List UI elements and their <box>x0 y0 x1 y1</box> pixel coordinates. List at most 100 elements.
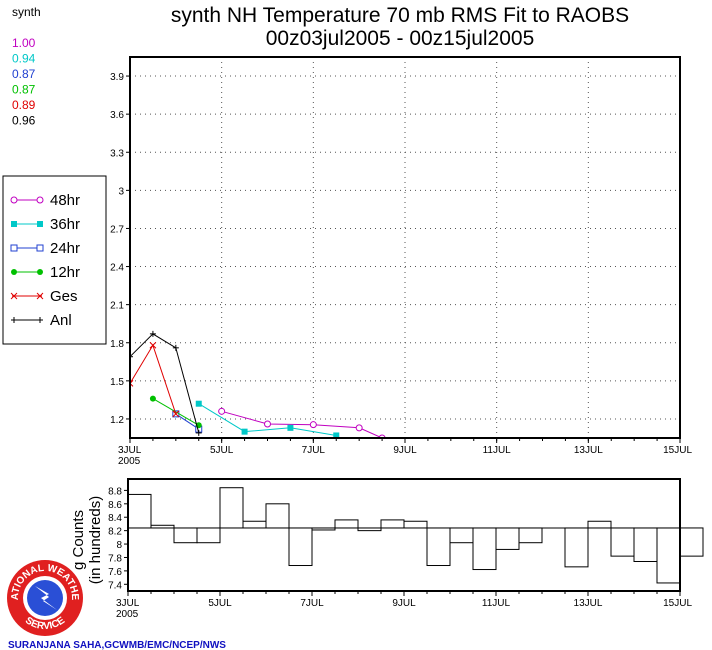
data-point <box>149 341 157 349</box>
x-tick-label: 9JUL <box>392 598 416 609</box>
count-bar <box>518 527 543 544</box>
y-tick-label: 1.8 <box>110 339 124 350</box>
count-bar <box>449 527 474 544</box>
chart-title: synth NH Temperature 70 mb RMS Fit to RA… <box>171 4 629 27</box>
series-line-Ges <box>130 344 177 415</box>
x-tick-sublabel: 2005 <box>116 609 139 620</box>
series-line-36hr <box>198 403 337 436</box>
legend: 48hr 36hr 24hr 12hr Ges Anl <box>2 175 107 345</box>
data-point <box>10 196 18 204</box>
y-tick-label: 8.8 <box>108 486 122 497</box>
count-bar <box>242 520 267 529</box>
legend-label: 48hr <box>50 192 80 209</box>
stat-value: 1.00 <box>12 36 36 50</box>
stat-value: 0.87 <box>12 67 36 81</box>
count-bar <box>127 493 152 529</box>
x-tick-label: 5JUL <box>208 598 232 609</box>
data-point <box>11 269 17 275</box>
y-tick-label: 1.2 <box>110 415 124 426</box>
y-tick-label: 3.6 <box>110 110 124 121</box>
legend-item-Anl: Anl <box>11 312 72 329</box>
logo-text-bottom: SERVICE <box>23 615 67 632</box>
x-tick-label: 7JUL <box>302 445 326 456</box>
plot-frame <box>129 56 681 439</box>
legend-label: 36hr <box>50 216 80 233</box>
y-tick-label: 8 <box>116 540 122 551</box>
x-tick-label: 11JUL <box>483 445 512 456</box>
data-point <box>333 432 340 438</box>
count-bar <box>656 527 681 584</box>
data-point <box>195 429 202 436</box>
lightning-icon <box>35 586 57 610</box>
x-tick-label: 15JUL <box>663 598 692 609</box>
legend-item-Ges: Ges <box>10 288 78 305</box>
legend-label: Anl <box>50 312 72 329</box>
stat-value: 0.94 <box>12 52 36 66</box>
data-point <box>11 221 17 227</box>
y-tick-label: 8.2 <box>108 527 122 538</box>
stat-value: 0.87 <box>12 83 36 97</box>
count-bar <box>426 527 451 567</box>
y-tick-label: 8.6 <box>108 500 122 511</box>
count-bar <box>380 519 405 529</box>
count-bar <box>219 487 244 529</box>
series-line-Anl <box>130 333 200 434</box>
x-tick-label: 5JUL <box>210 445 234 456</box>
data-point <box>130 353 133 360</box>
y-tick-label: 8.4 <box>108 513 122 524</box>
credit-text: SURANJANA SAHA,GCWMB/EMC/NCEP/NWS <box>8 640 226 650</box>
series-group <box>130 330 386 438</box>
x-tick-label: 13JUL <box>574 445 603 456</box>
count-bar <box>265 503 290 529</box>
count-bar <box>403 520 428 529</box>
x-tick-label: 7JUL <box>300 598 324 609</box>
data-point <box>10 292 18 300</box>
data-point <box>264 420 271 428</box>
count-bar <box>679 527 704 557</box>
count-bar <box>334 519 359 529</box>
legend-item-12hr: 12hr <box>11 264 80 281</box>
legend-label: 12hr <box>50 264 80 281</box>
count-bar <box>173 527 198 544</box>
count-bar <box>196 527 221 544</box>
legend-label: Ges <box>50 288 78 305</box>
count-bar <box>564 527 589 568</box>
data-point <box>37 269 43 275</box>
data-point <box>241 428 248 435</box>
y-tick-label: 2.4 <box>110 263 124 274</box>
data-point <box>355 424 363 432</box>
data-point <box>149 395 156 402</box>
y-tick-label: 3.9 <box>110 72 124 83</box>
count-bar <box>610 527 635 557</box>
legend-item-24hr: 24hr <box>10 240 80 257</box>
series-line-12hr <box>152 398 200 426</box>
data-point <box>11 317 17 323</box>
title-block: synth NH Temperature 70 mb RMS Fit to RA… <box>171 4 629 50</box>
stat-value: 0.96 <box>12 114 36 128</box>
count-bar <box>288 527 313 567</box>
data-point <box>36 292 44 300</box>
x-tick-sublabel: 2005 <box>118 456 141 467</box>
stat-value: 0.89 <box>12 98 36 112</box>
y-tick-label: 7.4 <box>108 580 122 591</box>
y-tick-label: 2.7 <box>110 224 124 235</box>
y-tick-label: 3.3 <box>110 148 124 159</box>
series-line-24hr <box>175 413 200 430</box>
plot-frame <box>127 478 681 592</box>
count-bar <box>587 520 612 529</box>
data-point <box>287 424 294 431</box>
y-tick-label: 1.5 <box>110 377 124 388</box>
data-point <box>37 221 43 227</box>
data-point <box>130 380 134 387</box>
legend-label: 24hr <box>50 240 80 257</box>
data-point <box>195 400 202 407</box>
y-axis-label-2: (in hundreds) <box>87 496 104 584</box>
data-point <box>37 317 43 323</box>
legend-item-48hr: 48hr <box>10 192 80 209</box>
y-tick-label: 2.1 <box>110 301 124 312</box>
data-point <box>172 410 180 418</box>
data-point <box>36 244 44 252</box>
